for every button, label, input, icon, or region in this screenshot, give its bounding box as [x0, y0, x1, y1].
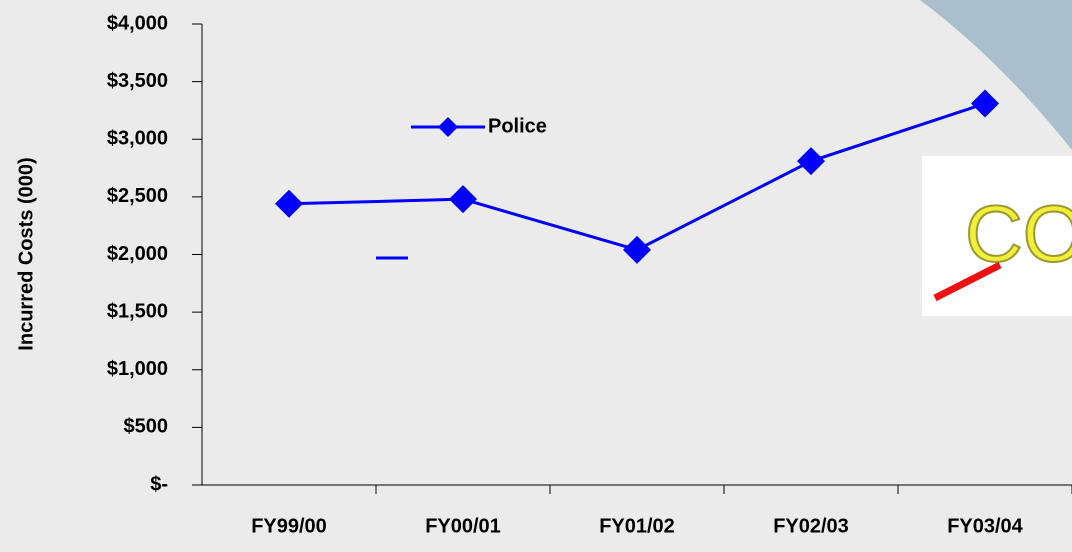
marker	[275, 189, 303, 218]
y-tick-label: $3,500	[107, 70, 168, 92]
y-tick-label: $2,000	[107, 243, 168, 265]
y-tick-label: $1,000	[107, 358, 168, 380]
y-tick-label: $1,500	[107, 300, 168, 322]
legend-label: Police	[488, 115, 547, 137]
y-axis-label: Incurred Costs (000)	[15, 157, 37, 350]
x-tick-label: FY03/04	[947, 515, 1023, 537]
marker	[623, 235, 651, 264]
marker	[797, 147, 825, 176]
y-tick-label: $2,500	[107, 185, 168, 207]
decoration	[920, 0, 1072, 150]
x-tick-label: FY01/02	[599, 515, 675, 537]
y-tick-label: $3,000	[107, 128, 168, 150]
y-tick-label: $4,000	[107, 12, 168, 34]
x-tick-label: FY02/03	[773, 515, 849, 537]
svg-text:CO: CO	[965, 189, 1072, 278]
logo-image: CO	[922, 156, 1072, 316]
x-tick-label: FY99/00	[251, 515, 327, 537]
y-tick-label: $-	[150, 473, 168, 495]
marker	[971, 89, 999, 118]
legend-marker	[438, 117, 458, 137]
marker	[449, 185, 477, 214]
x-tick-label: FY00/01	[425, 515, 501, 537]
y-tick-label: $500	[124, 416, 169, 438]
